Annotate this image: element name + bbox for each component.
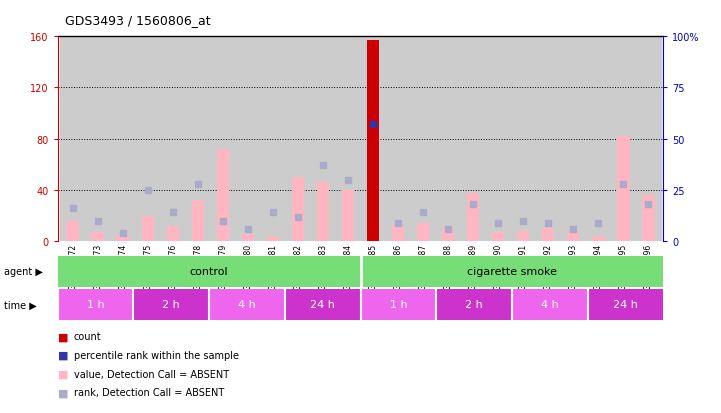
Bar (235, 37, 260, 242)
Text: value, Detection Call = ABSENT: value, Detection Call = ABSENT (74, 369, 229, 379)
Bar (435, 37, 461, 242)
Text: control: control (190, 266, 229, 277)
Text: count: count (74, 332, 101, 342)
Bar (417, 224, 429, 242)
Bar (492, 233, 505, 242)
Bar (58, 289, 133, 320)
Bar (242, 234, 254, 242)
Bar (410, 37, 435, 242)
Text: 4 h: 4 h (541, 299, 559, 310)
Bar (360, 289, 436, 320)
Bar (209, 289, 285, 320)
Bar (66, 221, 79, 242)
Bar (292, 178, 304, 242)
Bar (167, 226, 179, 242)
Bar (367, 235, 379, 242)
Bar (588, 289, 663, 320)
Bar (311, 37, 335, 242)
Bar (360, 37, 386, 242)
Bar (367, 41, 379, 242)
Bar (85, 37, 110, 242)
Bar (542, 229, 554, 242)
Bar (642, 196, 655, 242)
Bar (133, 289, 209, 320)
Bar (536, 37, 561, 242)
Bar (617, 137, 629, 242)
Bar (260, 37, 286, 242)
Bar (517, 231, 529, 242)
Bar (117, 237, 129, 242)
Text: ■: ■ (58, 387, 68, 397)
Text: 4 h: 4 h (238, 299, 256, 310)
Bar (561, 37, 585, 242)
Bar (136, 37, 160, 242)
Text: 1 h: 1 h (389, 299, 407, 310)
Text: 2 h: 2 h (162, 299, 180, 310)
Bar (317, 183, 329, 242)
Bar (285, 289, 360, 320)
Bar (386, 37, 410, 242)
Bar (58, 256, 360, 287)
Text: rank, Detection Call = ABSENT: rank, Detection Call = ABSENT (74, 387, 224, 397)
Text: 24 h: 24 h (310, 299, 335, 310)
Bar (360, 256, 663, 287)
Bar (585, 37, 611, 242)
Bar (461, 37, 486, 242)
Bar (510, 37, 536, 242)
Bar (267, 237, 279, 242)
Text: agent ▶: agent ▶ (4, 266, 43, 277)
Bar (92, 233, 104, 242)
Bar (636, 37, 661, 242)
Bar (216, 150, 229, 242)
Bar (436, 289, 512, 320)
Bar (211, 37, 235, 242)
Text: GDS3493 / 1560806_at: GDS3493 / 1560806_at (65, 14, 211, 27)
Bar (342, 190, 354, 242)
Text: ■: ■ (58, 350, 68, 360)
Bar (512, 289, 588, 320)
Bar (60, 37, 85, 242)
Text: 1 h: 1 h (87, 299, 105, 310)
Text: 24 h: 24 h (613, 299, 638, 310)
Bar (442, 229, 454, 242)
Bar (141, 216, 154, 242)
Bar (160, 37, 185, 242)
Text: percentile rank within the sample: percentile rank within the sample (74, 350, 239, 360)
Text: cigarette smoke: cigarette smoke (467, 266, 557, 277)
Bar (192, 201, 204, 242)
Bar (286, 37, 311, 242)
Text: 2 h: 2 h (465, 299, 483, 310)
Bar (392, 226, 404, 242)
Bar (185, 37, 211, 242)
Bar (567, 231, 580, 242)
Bar (611, 37, 636, 242)
Bar (486, 37, 510, 242)
Text: ■: ■ (58, 369, 68, 379)
Text: ■: ■ (58, 332, 68, 342)
Text: time ▶: time ▶ (4, 299, 36, 310)
Bar (467, 193, 479, 242)
Bar (335, 37, 360, 242)
Bar (592, 237, 604, 242)
Bar (110, 37, 136, 242)
